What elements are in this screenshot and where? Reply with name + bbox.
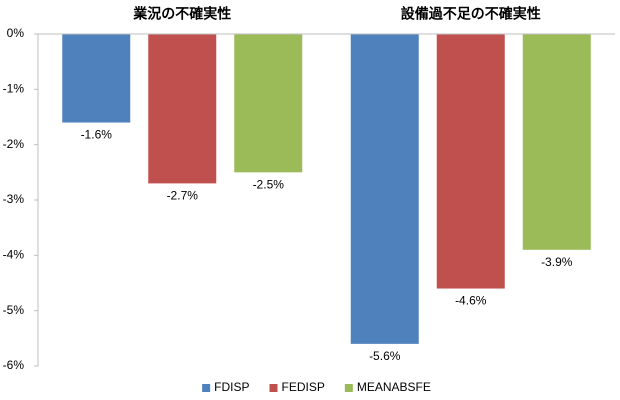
legend-swatch xyxy=(269,384,278,392)
y-tick-label: -1% xyxy=(3,82,25,96)
legend-swatch xyxy=(202,384,211,392)
data-label: -2.7% xyxy=(167,189,199,203)
y-tick-label: 0% xyxy=(7,26,25,40)
bar xyxy=(234,34,303,173)
category-title: 設備過不足の不確実性 xyxy=(401,6,541,22)
data-label: -3.9% xyxy=(541,255,573,269)
y-tick-label: -3% xyxy=(3,192,25,206)
category-title: 業況の不確実性 xyxy=(132,6,231,22)
legend-swatch xyxy=(344,384,353,392)
y-tick-label: -4% xyxy=(3,248,25,262)
bar xyxy=(436,34,505,289)
data-label: -4.6% xyxy=(455,294,487,308)
bar xyxy=(350,34,419,344)
bar xyxy=(62,34,131,123)
data-label: -2.5% xyxy=(253,178,285,192)
y-tick-label: -5% xyxy=(3,303,25,317)
legend-label: FDISP xyxy=(214,380,249,394)
legend-label: FEDISP xyxy=(281,380,324,394)
y-tick-label: -6% xyxy=(3,358,25,372)
bar xyxy=(522,34,591,250)
legend-label: MEANABSFE xyxy=(357,380,431,394)
y-tick-label: -2% xyxy=(3,137,25,151)
bar xyxy=(148,34,217,184)
data-label: -1.6% xyxy=(81,128,113,142)
data-label: -5.6% xyxy=(369,349,401,363)
